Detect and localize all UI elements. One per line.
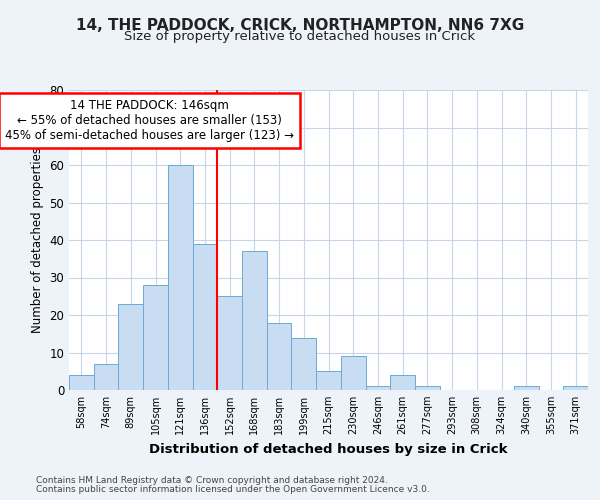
X-axis label: Distribution of detached houses by size in Crick: Distribution of detached houses by size … xyxy=(149,442,508,456)
Bar xyxy=(415,386,440,390)
Bar xyxy=(143,285,168,390)
Bar xyxy=(168,165,193,390)
Bar xyxy=(341,356,365,390)
Text: Contains HM Land Registry data © Crown copyright and database right 2024.: Contains HM Land Registry data © Crown c… xyxy=(36,476,388,485)
Bar xyxy=(316,371,341,390)
Y-axis label: Number of detached properties: Number of detached properties xyxy=(31,147,44,333)
Text: Contains public sector information licensed under the Open Government Licence v3: Contains public sector information licen… xyxy=(36,485,430,494)
Bar xyxy=(390,375,415,390)
Text: Size of property relative to detached houses in Crick: Size of property relative to detached ho… xyxy=(124,30,476,43)
Bar xyxy=(514,386,539,390)
Bar xyxy=(563,386,588,390)
Bar xyxy=(94,364,118,390)
Bar xyxy=(217,296,242,390)
Bar xyxy=(365,386,390,390)
Bar xyxy=(193,244,217,390)
Bar xyxy=(267,322,292,390)
Bar xyxy=(69,375,94,390)
Text: 14 THE PADDOCK: 146sqm
← 55% of detached houses are smaller (153)
45% of semi-de: 14 THE PADDOCK: 146sqm ← 55% of detached… xyxy=(5,100,294,142)
Bar xyxy=(292,338,316,390)
Text: 14, THE PADDOCK, CRICK, NORTHAMPTON, NN6 7XG: 14, THE PADDOCK, CRICK, NORTHAMPTON, NN6… xyxy=(76,18,524,32)
Bar xyxy=(242,251,267,390)
Bar xyxy=(118,304,143,390)
